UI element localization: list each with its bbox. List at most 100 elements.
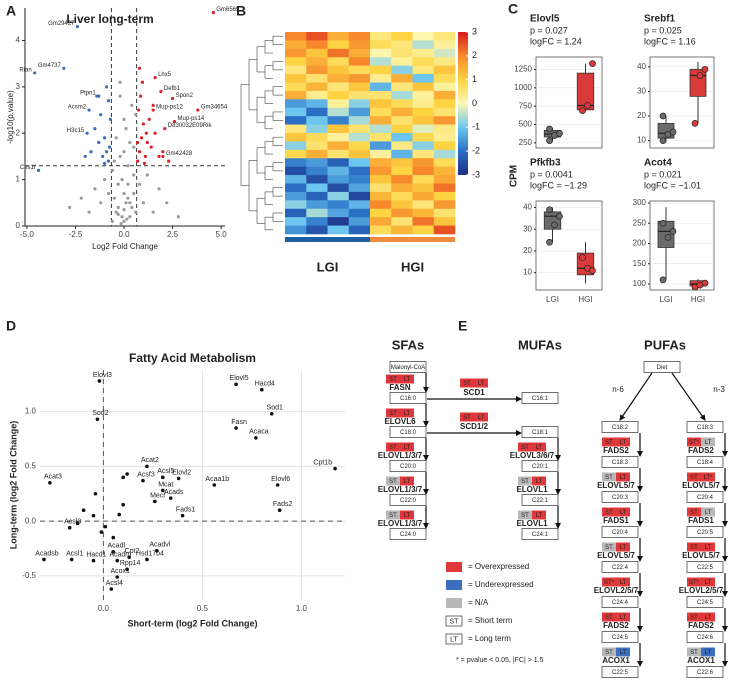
point-label: Mecr bbox=[150, 492, 166, 499]
point-label: Hsd17b4 bbox=[136, 550, 164, 557]
point bbox=[143, 154, 147, 159]
point bbox=[122, 117, 126, 121]
st-label: ST* bbox=[689, 580, 700, 586]
panel-label: C bbox=[508, 1, 518, 17]
heatmap-cell bbox=[370, 57, 392, 66]
st-badge bbox=[518, 442, 532, 452]
st-label: ST bbox=[605, 475, 613, 481]
heatmap-cell bbox=[391, 124, 413, 134]
point bbox=[112, 196, 116, 200]
legend-box-label: ST bbox=[450, 618, 460, 625]
point bbox=[556, 129, 563, 137]
lt-label: LT bbox=[404, 377, 411, 383]
st-badge bbox=[602, 472, 616, 482]
lt-label: LT bbox=[620, 580, 627, 586]
point-label: Lhx5 bbox=[158, 72, 172, 78]
point-label: Defb1 bbox=[164, 86, 181, 92]
box-title: Srebf1 bbox=[644, 14, 676, 25]
heatmap-cell bbox=[412, 48, 435, 58]
metabolite-label: C18:4 bbox=[697, 460, 714, 466]
point bbox=[118, 154, 122, 159]
y-tick-label: 30 bbox=[523, 224, 532, 233]
heatmap-cell bbox=[306, 74, 328, 83]
heatmap-cell bbox=[391, 82, 413, 92]
metabolite-box bbox=[521, 426, 559, 438]
point-label: Rpp14 bbox=[120, 560, 141, 567]
point bbox=[140, 80, 145, 84]
heatmap-cell bbox=[285, 208, 307, 218]
branch-label: n-6 bbox=[612, 385, 624, 394]
heatmap-cell bbox=[391, 107, 413, 117]
point bbox=[144, 131, 148, 135]
heatmap-cell bbox=[370, 141, 392, 151]
colorbar-label: 1 bbox=[472, 74, 477, 84]
heatmap-cell bbox=[348, 183, 371, 193]
point bbox=[111, 550, 116, 554]
point bbox=[126, 164, 130, 168]
metabolite-box bbox=[389, 426, 427, 438]
heatmap-cell bbox=[370, 107, 392, 117]
point bbox=[42, 557, 46, 562]
heatmap-cell bbox=[306, 217, 328, 226]
st-badge bbox=[602, 647, 616, 657]
heatmap-cell bbox=[327, 217, 350, 226]
point bbox=[546, 238, 553, 246]
point bbox=[91, 558, 96, 563]
heatmap-cell bbox=[327, 99, 350, 109]
heatmap-cell bbox=[327, 175, 350, 184]
point bbox=[109, 587, 114, 591]
st-badge bbox=[460, 412, 474, 422]
heatmap-cell bbox=[348, 40, 371, 50]
heatmap-cell bbox=[391, 166, 413, 176]
st-label: ST bbox=[521, 445, 529, 451]
metabolite-label: C20:0 bbox=[400, 464, 417, 470]
colorbar-label: -3 bbox=[472, 169, 480, 179]
heatmap-cell bbox=[348, 57, 371, 66]
heatmap-cell bbox=[433, 40, 456, 50]
st-badge bbox=[687, 542, 701, 552]
x-tick-label: 0.5 bbox=[197, 604, 209, 613]
group-bar bbox=[285, 237, 370, 242]
legend-swatch bbox=[445, 633, 463, 645]
heatmap-cell bbox=[348, 116, 371, 125]
heatmap-cell bbox=[433, 116, 456, 125]
metabolite-label: C22:1 bbox=[532, 498, 549, 504]
point bbox=[546, 206, 553, 214]
heatmap-cell bbox=[391, 40, 413, 50]
point bbox=[141, 122, 146, 126]
enzyme-label: FADS1 bbox=[688, 516, 714, 525]
lt-label: LT* bbox=[704, 475, 714, 481]
metabolite-box bbox=[601, 526, 639, 538]
heatmap-cell bbox=[433, 200, 456, 210]
heatmap-cell bbox=[370, 200, 392, 210]
point bbox=[176, 476, 181, 481]
metabolite-label: C18:0 bbox=[400, 430, 417, 436]
arrow bbox=[671, 372, 706, 421]
heatmap-cell bbox=[370, 40, 392, 50]
y-tick-label: 10 bbox=[523, 268, 532, 277]
st-badge bbox=[602, 612, 616, 622]
st-badge bbox=[602, 507, 616, 517]
lt-badge bbox=[474, 412, 488, 422]
point bbox=[124, 201, 128, 205]
heatmap-cell bbox=[412, 65, 435, 75]
point bbox=[103, 136, 107, 140]
enzyme-label: ELOVL1/3/7 bbox=[378, 451, 423, 460]
point bbox=[155, 548, 159, 553]
point bbox=[95, 417, 100, 422]
lt-label: LT bbox=[705, 440, 712, 446]
heatmap-cell bbox=[348, 48, 371, 58]
point bbox=[106, 191, 111, 196]
heatmap-cell bbox=[327, 191, 350, 201]
point bbox=[103, 178, 107, 182]
y-tick-label: 750 bbox=[519, 101, 533, 110]
metabolite-label: C24:5 bbox=[697, 600, 714, 606]
point bbox=[75, 24, 80, 29]
point bbox=[87, 108, 91, 112]
lt-label: LT bbox=[536, 445, 543, 451]
heatmap-cell bbox=[391, 90, 413, 100]
chart-title: Liver long-term bbox=[66, 12, 153, 26]
point bbox=[107, 145, 112, 149]
heatmap-cell bbox=[433, 217, 456, 226]
enzyme-label: ELOVL6 bbox=[384, 417, 416, 426]
